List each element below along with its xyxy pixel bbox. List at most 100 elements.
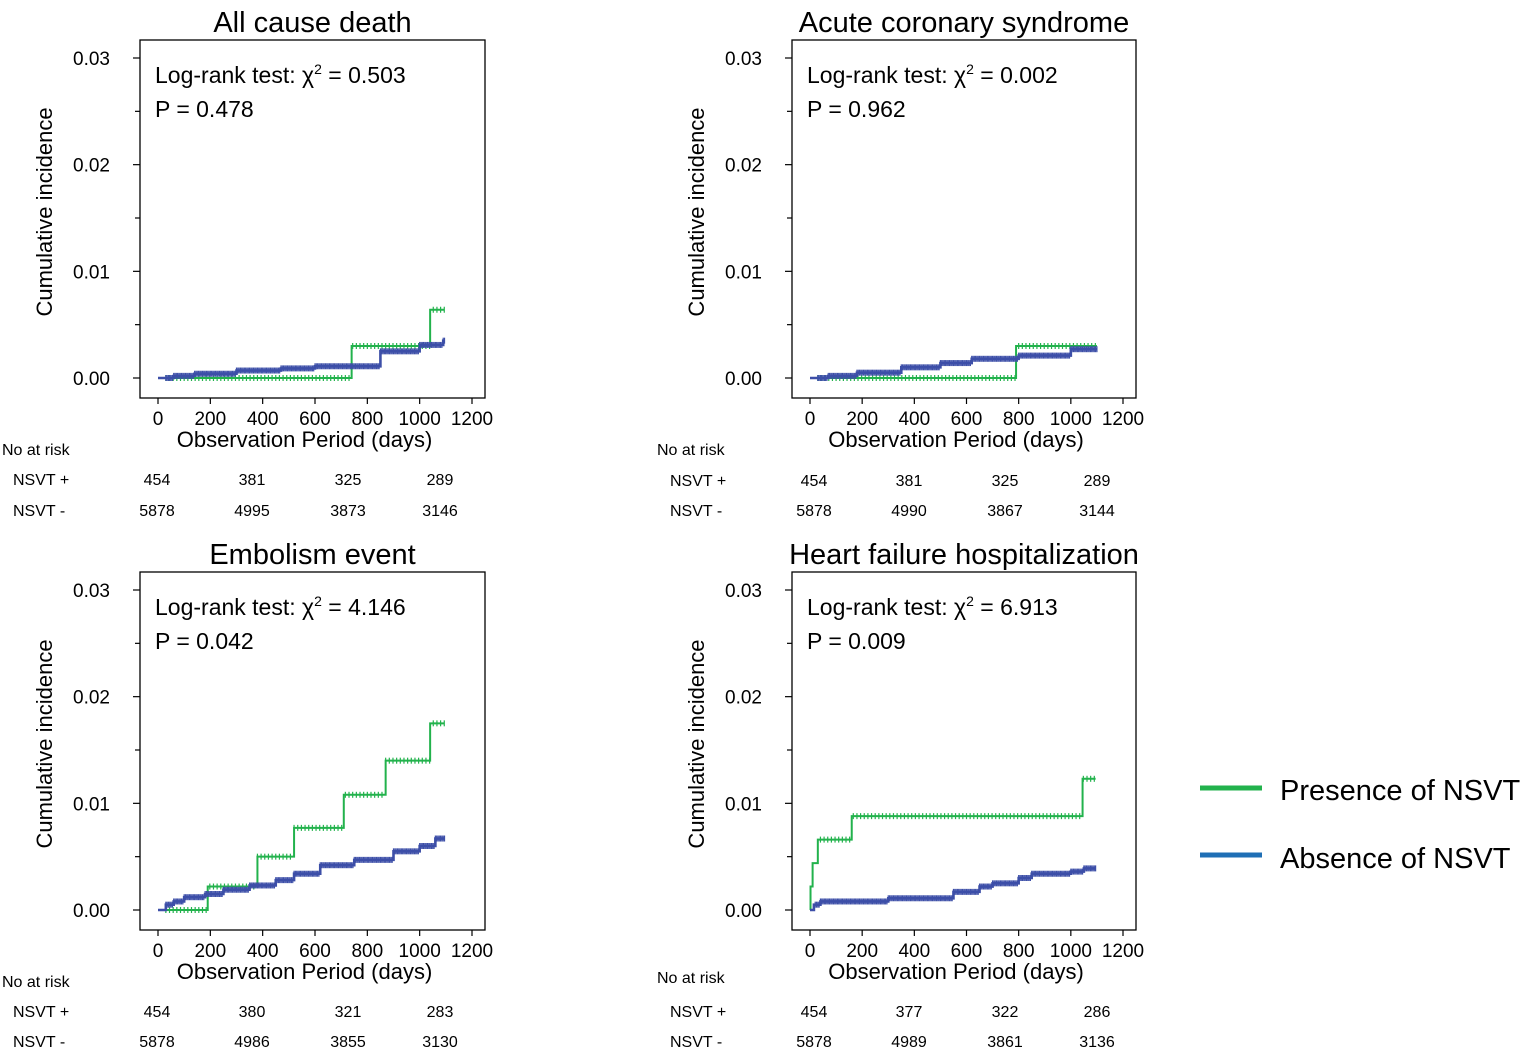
risk-value: 3130 bbox=[422, 1034, 458, 1051]
panel-1: All cause death 0.00 0.01 0.02 0.03 0 200 400 60… bbox=[2, 7, 493, 520]
series-line-presence bbox=[158, 722, 445, 911]
x-tick-label: 1000 bbox=[1050, 941, 1092, 962]
risk-value: 380 bbox=[239, 1004, 266, 1021]
y-tick-label: 0.03 bbox=[725, 581, 762, 602]
x-tick-label: 1200 bbox=[451, 941, 493, 962]
x-axis-label: Observation Period (days) bbox=[828, 959, 1084, 984]
x-tick-label: 0 bbox=[153, 409, 164, 430]
x-tick-label: 0 bbox=[805, 941, 816, 962]
y-axis-label: Cumulative incidence bbox=[32, 107, 57, 316]
panel-title: All cause death bbox=[213, 7, 411, 39]
panel-2: Acute coronary syndrome 0.00 0.01 0.02 0.03 0… bbox=[657, 7, 1144, 520]
log-rank-annotation: Log-rank test: χ2 = 6.913 bbox=[807, 593, 1058, 620]
risk-value: 4986 bbox=[234, 1034, 270, 1051]
y-tick-label: 0.03 bbox=[725, 49, 762, 70]
risk-value: 3873 bbox=[330, 503, 366, 520]
x-tick-label: 1200 bbox=[451, 409, 493, 430]
risk-value: 377 bbox=[896, 1004, 923, 1021]
x-tick-label: 1000 bbox=[1050, 409, 1092, 430]
x-tick-label: 0 bbox=[805, 409, 816, 430]
x-tick-label: 800 bbox=[351, 409, 383, 430]
risk-row-label: NSVT - bbox=[13, 503, 65, 520]
panel-title: Heart failure hospitalization bbox=[789, 539, 1139, 571]
risk-table-header: No at risk bbox=[2, 442, 71, 459]
risk-row-label: NSVT - bbox=[670, 503, 722, 520]
panel-4: Heart failure hospitalization 0.00 0.01 0.0… bbox=[657, 539, 1144, 1051]
series-line-presence bbox=[809, 777, 1096, 911]
y-axis-label: Cumulative incidence bbox=[684, 107, 709, 316]
plot-frame bbox=[791, 39, 1137, 399]
x-tick-label: 600 bbox=[299, 409, 331, 430]
legend-label-presence: Presence of NSVT bbox=[1280, 775, 1520, 807]
p-value-annotation: P = 0.478 bbox=[155, 96, 254, 122]
y-tick-label: 0.00 bbox=[73, 901, 110, 922]
y-tick-label: 0.00 bbox=[725, 369, 762, 390]
risk-table-header: No at risk bbox=[2, 974, 71, 991]
risk-value: 289 bbox=[1084, 473, 1111, 490]
y-tick-label: 0.00 bbox=[725, 901, 762, 922]
risk-value: 454 bbox=[801, 1004, 828, 1021]
censor-marks-absence bbox=[817, 346, 1098, 381]
risk-value: 3144 bbox=[1079, 503, 1115, 520]
risk-value: 5878 bbox=[139, 1034, 175, 1051]
x-tick-label: 600 bbox=[299, 941, 331, 962]
risk-value: 325 bbox=[335, 472, 362, 489]
panel-title: Embolism event bbox=[209, 539, 415, 571]
y-axis-label: Cumulative incidence bbox=[32, 639, 57, 848]
risk-row-label: NSVT - bbox=[670, 1034, 722, 1051]
risk-value: 5878 bbox=[796, 503, 832, 520]
x-tick-label: 600 bbox=[951, 941, 983, 962]
x-axis-label: Observation Period (days) bbox=[828, 427, 1084, 452]
x-axis-label: Observation Period (days) bbox=[177, 427, 433, 452]
risk-value: 454 bbox=[144, 1004, 171, 1021]
censor-marks-presence bbox=[819, 775, 1095, 843]
panels: All cause death 0.00 0.01 0.02 0.03 0 200 400 60… bbox=[2, 7, 1144, 1051]
risk-value: 4989 bbox=[891, 1034, 927, 1051]
plot-frame bbox=[139, 571, 486, 931]
risk-table: No at risk NSVT + 454 381 325 289 NSVT - 5878 49… bbox=[657, 442, 1115, 520]
x-tick-label: 1200 bbox=[1102, 409, 1144, 430]
y-tick-label: 0.02 bbox=[725, 156, 762, 177]
x-tick-label: 1200 bbox=[1102, 941, 1144, 962]
x-tick-label: 800 bbox=[1003, 941, 1035, 962]
risk-row-label: NSVT - bbox=[13, 1034, 65, 1051]
risk-value: 381 bbox=[239, 472, 266, 489]
x-tick-label: 200 bbox=[846, 941, 878, 962]
p-value-annotation: P = 0.009 bbox=[807, 628, 906, 654]
risk-row-label: NSVT + bbox=[13, 472, 69, 489]
y-tick-label: 0.00 bbox=[73, 369, 110, 390]
plot-frame bbox=[791, 571, 1137, 931]
y-axis-label: Cumulative incidence bbox=[684, 639, 709, 848]
risk-table: No at risk NSVT + 454 381 325 289 NSVT - 5878 49… bbox=[2, 442, 458, 520]
p-value-annotation: P = 0.962 bbox=[807, 96, 906, 122]
risk-value: 4990 bbox=[891, 503, 927, 520]
y-tick-label: 0.01 bbox=[725, 794, 762, 815]
censor-marks-presence bbox=[165, 720, 445, 913]
risk-value: 3855 bbox=[330, 1034, 366, 1051]
x-tick-label: 800 bbox=[351, 941, 383, 962]
x-tick-label: 400 bbox=[247, 941, 279, 962]
y-tick-label: 0.02 bbox=[73, 688, 110, 709]
risk-value: 3861 bbox=[987, 1034, 1023, 1051]
x-tick-label: 400 bbox=[247, 409, 279, 430]
risk-table: No at risk NSVT + 454 380 321 283 NSVT - 5878 49… bbox=[2, 974, 458, 1051]
panel-3: Embolism event 0.00 0.01 0.02 0.03 0 200 400 600… bbox=[2, 539, 493, 1051]
panel-title: Acute coronary syndrome bbox=[799, 7, 1129, 39]
risk-row-label: NSVT + bbox=[670, 1004, 726, 1021]
risk-value: 4995 bbox=[234, 503, 270, 520]
x-tick-label: 800 bbox=[1003, 409, 1035, 430]
risk-value: 5878 bbox=[796, 1034, 832, 1051]
log-rank-annotation: Log-rank test: χ2 = 4.146 bbox=[155, 593, 406, 620]
y-tick-label: 0.02 bbox=[73, 156, 110, 177]
legend: Presence of NSVT Absence of NSVT bbox=[1200, 775, 1520, 875]
p-value-annotation: P = 0.042 bbox=[155, 628, 254, 654]
risk-value: 3146 bbox=[422, 503, 458, 520]
x-axis-label: Observation Period (days) bbox=[177, 959, 433, 984]
y-tick-label: 0.01 bbox=[73, 794, 110, 815]
risk-value: 325 bbox=[992, 473, 1019, 490]
x-tick-label: 200 bbox=[846, 409, 878, 430]
risk-value: 289 bbox=[427, 472, 454, 489]
risk-value: 322 bbox=[992, 1004, 1019, 1021]
risk-value: 283 bbox=[427, 1004, 454, 1021]
